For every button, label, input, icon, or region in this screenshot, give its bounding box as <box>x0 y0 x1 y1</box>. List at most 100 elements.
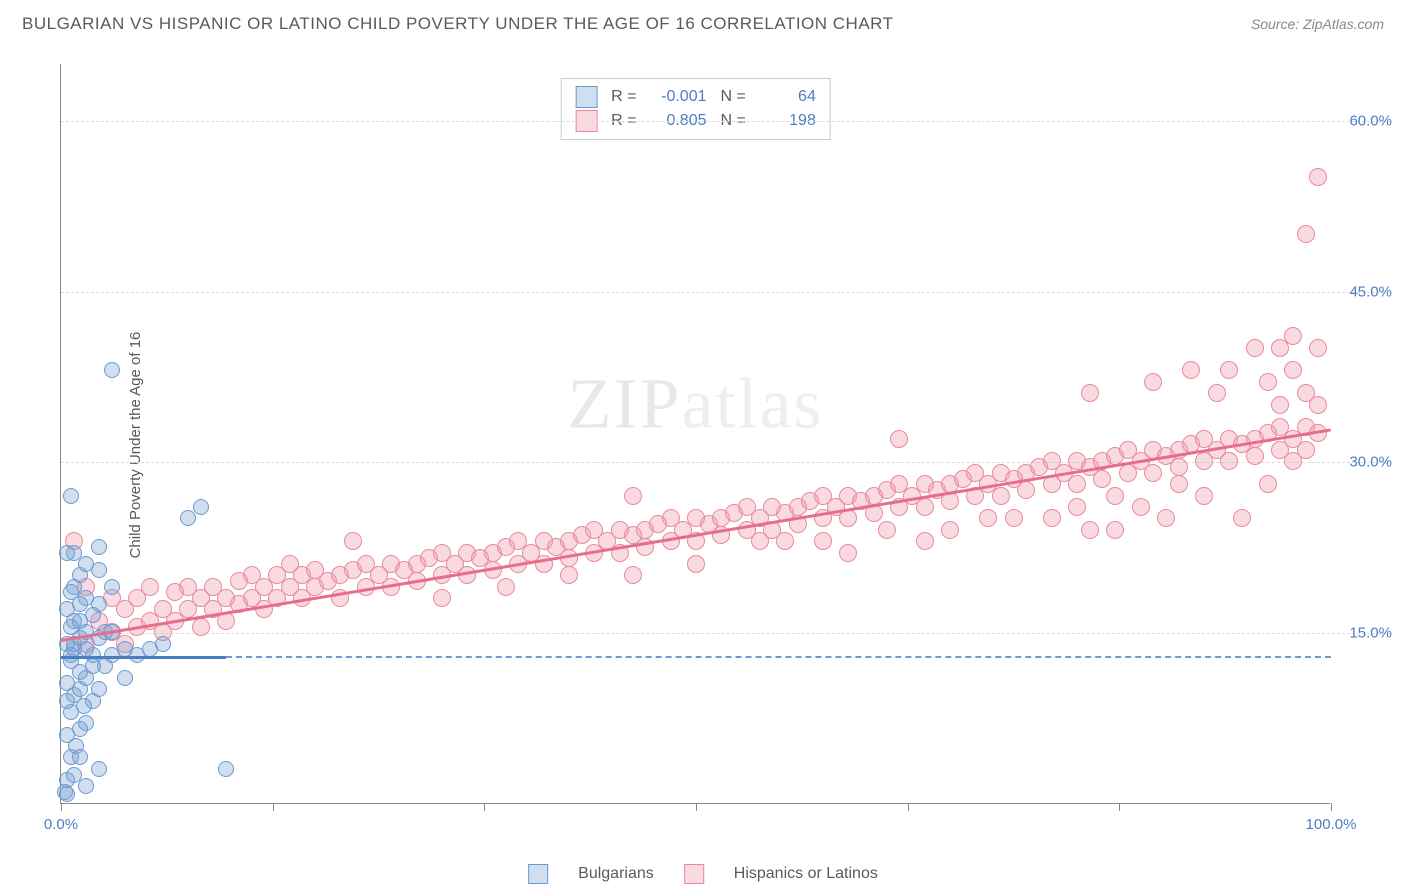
blue-point <box>91 681 107 697</box>
pink-point <box>890 430 908 448</box>
pink-point <box>624 487 642 505</box>
pink-point <box>1132 498 1150 516</box>
xtick <box>1119 803 1120 811</box>
pink-point <box>1284 327 1302 345</box>
watermark: ZIPatlas <box>568 362 824 445</box>
correlation-legend: R = -0.001 N = 64 R = 0.805 N = 198 <box>560 78 831 140</box>
pink-point <box>751 532 769 550</box>
pink-point <box>1170 475 1188 493</box>
blue-point <box>104 579 120 595</box>
swatch-blue-bottom <box>528 864 548 884</box>
pink-point <box>1106 521 1124 539</box>
pink-point <box>1259 475 1277 493</box>
trendline <box>226 656 1331 658</box>
pink-point <box>1309 339 1327 357</box>
r-value-blue: -0.001 <box>647 88 707 106</box>
swatch-blue <box>575 86 597 108</box>
series-label-pink: Hispanics or Latinos <box>734 865 878 883</box>
ytick-label: 60.0% <box>1349 112 1392 129</box>
blue-point <box>72 613 88 629</box>
pink-point <box>1271 396 1289 414</box>
pink-point <box>687 555 705 573</box>
pink-point <box>1043 509 1061 527</box>
pink-point <box>839 544 857 562</box>
xtick <box>61 803 62 811</box>
blue-point <box>59 693 75 709</box>
pink-point <box>814 532 832 550</box>
chart-title: BULGARIAN VS HISPANIC OR LATINO CHILD PO… <box>22 14 894 34</box>
pink-point <box>1081 384 1099 402</box>
xtick <box>908 803 909 811</box>
xtick-label: 0.0% <box>44 816 78 833</box>
trendline <box>61 656 226 659</box>
gridline <box>61 462 1390 463</box>
pink-point <box>979 509 997 527</box>
pink-point <box>1220 361 1238 379</box>
pink-point <box>1005 509 1023 527</box>
blue-point <box>78 590 94 606</box>
pink-point <box>344 532 362 550</box>
pink-point <box>1220 452 1238 470</box>
swatch-pink-bottom <box>684 864 704 884</box>
blue-point <box>78 556 94 572</box>
pink-point <box>1309 168 1327 186</box>
ytick-label: 15.0% <box>1349 625 1392 642</box>
blue-point <box>155 636 171 652</box>
xtick <box>273 803 274 811</box>
pink-point <box>1182 361 1200 379</box>
xtick-label: 100.0% <box>1306 816 1357 833</box>
gridline <box>61 292 1390 293</box>
pink-point <box>776 532 794 550</box>
pink-point <box>458 566 476 584</box>
blue-point <box>193 499 209 515</box>
pink-point <box>1297 441 1315 459</box>
pink-point <box>1246 339 1264 357</box>
pink-point <box>1106 487 1124 505</box>
series-legend: Bulgarians Hispanics or Latinos <box>528 864 878 884</box>
blue-point <box>59 786 75 802</box>
source-label: Source: ZipAtlas.com <box>1251 16 1384 32</box>
blue-point <box>91 539 107 555</box>
blue-point <box>59 545 75 561</box>
legend-row-blue: R = -0.001 N = 64 <box>575 85 816 109</box>
blue-point <box>218 761 234 777</box>
pink-point <box>1093 470 1111 488</box>
xtick <box>484 803 485 811</box>
blue-point <box>66 579 82 595</box>
pink-point <box>192 618 210 636</box>
pink-point <box>141 578 159 596</box>
blue-point <box>85 658 101 674</box>
pink-point <box>1309 396 1327 414</box>
pink-point <box>1297 225 1315 243</box>
chart-container: Child Poverty Under the Age of 16 ZIPatl… <box>50 50 1390 840</box>
gridline <box>61 633 1390 634</box>
pink-point <box>1284 361 1302 379</box>
blue-point <box>180 510 196 526</box>
blue-point <box>63 488 79 504</box>
pink-point <box>1157 509 1175 527</box>
pink-point <box>433 589 451 607</box>
blue-point <box>117 670 133 686</box>
plot-area: ZIPatlas R = -0.001 N = 64 R = 0.805 N =… <box>60 64 1330 804</box>
pink-point <box>1017 481 1035 499</box>
pink-point <box>1068 475 1086 493</box>
blue-point <box>91 761 107 777</box>
pink-point <box>1195 487 1213 505</box>
pink-point <box>839 509 857 527</box>
pink-point <box>497 578 515 596</box>
pink-point <box>1144 373 1162 391</box>
pink-point <box>916 532 934 550</box>
pink-point <box>1233 509 1251 527</box>
xtick <box>1331 803 1332 811</box>
blue-point <box>78 778 94 794</box>
pink-point <box>1246 447 1264 465</box>
blue-point <box>72 681 88 697</box>
ytick-label: 45.0% <box>1349 283 1392 300</box>
pink-point <box>916 498 934 516</box>
series-label-blue: Bulgarians <box>578 865 654 883</box>
blue-point <box>72 749 88 765</box>
ytick-label: 30.0% <box>1349 454 1392 471</box>
pink-point <box>1068 498 1086 516</box>
pink-point <box>1081 521 1099 539</box>
pink-point <box>1170 458 1188 476</box>
